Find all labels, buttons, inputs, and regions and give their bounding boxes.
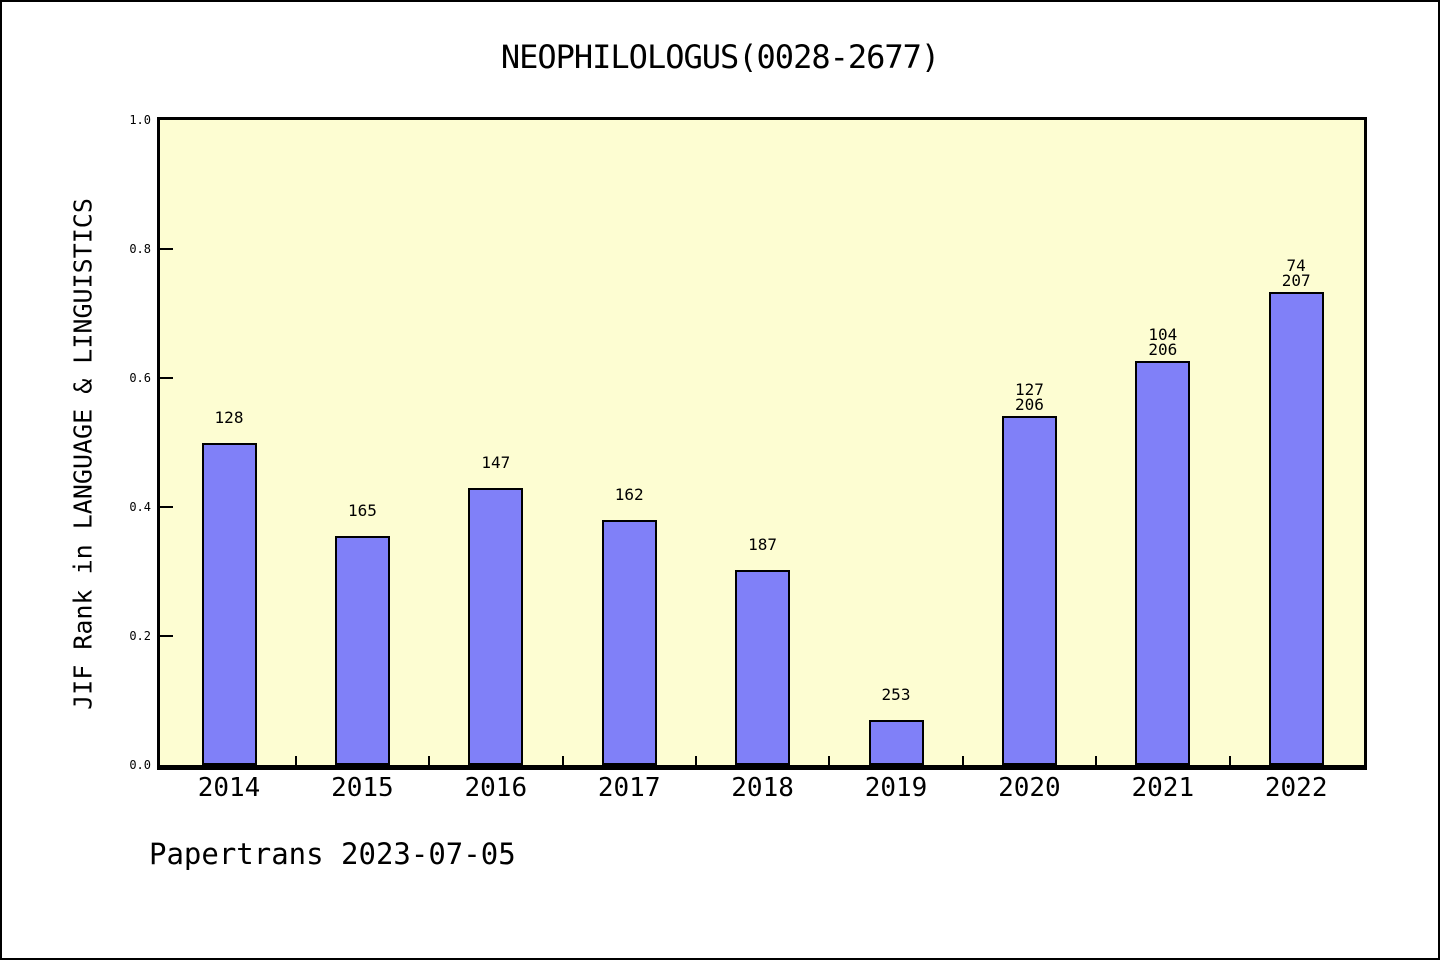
x-axis-tick bbox=[561, 756, 564, 765]
bar-value-label-2020: 127 206 bbox=[1014, 380, 1044, 414]
bar-2016 bbox=[468, 488, 524, 765]
y-axis-tick bbox=[160, 635, 173, 637]
plot-area: 128 165 147 162 187 253 127 206 104 206 74 207 bbox=[157, 117, 1367, 770]
bar-2015 bbox=[334, 536, 390, 765]
bar-value-label-2016: 147 bbox=[481, 453, 511, 472]
y-axis-tick bbox=[160, 506, 173, 508]
y-axis-title: JIF Rank in LANGUAGE & LINGUISTICS bbox=[68, 198, 98, 710]
x-axis-tick bbox=[1095, 756, 1098, 765]
bar-value-label-2018: 187 bbox=[748, 535, 778, 554]
x-tick-label-2020: 2020 bbox=[998, 773, 1061, 803]
y-tick-label-0.2: 0.2 bbox=[129, 629, 151, 643]
bar-2017 bbox=[601, 520, 657, 765]
x-axis-tick bbox=[694, 756, 697, 765]
x-axis-tick bbox=[428, 756, 431, 765]
y-axis-tick bbox=[160, 377, 173, 379]
x-axis-tick bbox=[294, 756, 297, 765]
x-tick-label-2016: 2016 bbox=[464, 773, 528, 803]
bar-2020 bbox=[1001, 416, 1057, 765]
x-tick-label-2021: 2021 bbox=[1131, 773, 1195, 803]
x-tick-label-2018: 2018 bbox=[731, 773, 794, 803]
y-axis-tick bbox=[160, 248, 173, 250]
x-axis-tick bbox=[1228, 756, 1231, 765]
footer-note: Papertrans 2023-07-05 bbox=[149, 837, 516, 871]
plot-inner: 128 165 147 162 187 253 127 206 104 206 74 207 bbox=[160, 120, 1364, 765]
bar-2014 bbox=[201, 443, 257, 765]
x-tick-label-2014: 2014 bbox=[197, 773, 261, 803]
bar-value-label-2021: 104 206 bbox=[1148, 325, 1178, 359]
y-tick-label-1.0: 1.0 bbox=[129, 113, 151, 127]
bar-value-label-2022: 74 207 bbox=[1281, 256, 1311, 290]
chart-title: NEOPHILOLOGUS(0028-2677) bbox=[500, 38, 940, 76]
y-tick-label-0.4: 0.4 bbox=[129, 500, 151, 514]
bar-value-label-2017: 162 bbox=[614, 485, 644, 504]
bar-2019 bbox=[868, 720, 924, 765]
x-tick-label-2019: 2019 bbox=[864, 773, 928, 803]
x-tick-label-2022: 2022 bbox=[1264, 773, 1328, 803]
bar-2018 bbox=[735, 570, 791, 765]
y-tick-label-0.0: 0.0 bbox=[129, 758, 151, 772]
y-tick-label-0.8: 0.8 bbox=[129, 242, 151, 256]
bar-value-label-2014: 128 bbox=[214, 408, 244, 427]
bar-value-label-2015: 165 bbox=[347, 501, 377, 520]
bar-2021 bbox=[1135, 361, 1191, 765]
x-axis-tick bbox=[961, 756, 964, 765]
y-tick-label-0.6: 0.6 bbox=[129, 371, 151, 385]
x-axis-tick bbox=[828, 756, 831, 765]
x-tick-label-2015: 2015 bbox=[331, 773, 394, 803]
bar-2022 bbox=[1268, 292, 1324, 765]
bar-value-label-2019: 253 bbox=[881, 685, 911, 704]
x-tick-label-2017: 2017 bbox=[597, 773, 661, 803]
